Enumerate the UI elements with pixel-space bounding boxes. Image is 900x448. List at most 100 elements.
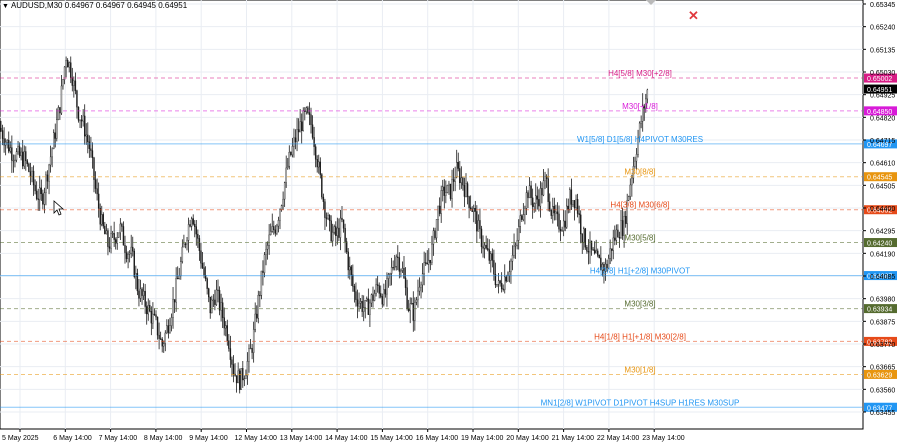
candle-body <box>640 121 642 124</box>
candle-body <box>248 348 250 362</box>
candle-body <box>378 285 380 294</box>
candle-body <box>282 198 284 206</box>
candle-body <box>90 148 92 151</box>
candle-body <box>251 347 253 353</box>
candle-body <box>87 134 89 143</box>
candle-body <box>201 263 204 268</box>
candle-body <box>82 115 84 122</box>
y-tick-label: 0.65030 <box>870 70 895 77</box>
candle-body <box>590 240 593 250</box>
candle-body <box>504 276 506 290</box>
candle-body <box>138 290 140 299</box>
candle-body <box>572 200 574 205</box>
candle-body <box>243 378 246 381</box>
candle-body <box>163 343 165 347</box>
candle-body <box>104 225 106 235</box>
candle-body <box>294 137 297 142</box>
candle-body <box>195 226 198 235</box>
candle-body <box>152 313 154 324</box>
candle-body <box>54 132 56 139</box>
candle-body <box>209 296 211 314</box>
candle-body <box>638 122 641 139</box>
x-tick-label: 21 May 14:00 <box>552 435 595 442</box>
candle-body <box>539 188 542 207</box>
chart-shift-marker-icon[interactable] <box>646 0 656 5</box>
candle-body <box>476 211 478 232</box>
candle-body <box>347 251 349 271</box>
candle-body <box>477 220 480 232</box>
y-tick-label: 0.63770 <box>870 342 895 349</box>
y-tick-label: 0.64715 <box>870 138 895 145</box>
y-tick-label: 0.65240 <box>870 25 895 32</box>
level-label: H4[5/8] M30[+2/8] <box>608 69 672 78</box>
candle-body <box>352 274 354 287</box>
candle-body <box>314 146 317 160</box>
candle-body <box>83 115 86 137</box>
candle-body <box>80 119 83 122</box>
y-tick-label: 0.64610 <box>870 161 895 168</box>
candle-body <box>607 258 610 269</box>
candle-body <box>580 214 582 235</box>
x-tick-label: 6 May 14:00 <box>53 435 92 442</box>
x-tick-label: 13 May 14:00 <box>280 435 323 442</box>
candle-body <box>76 90 78 108</box>
candle-body <box>332 231 334 242</box>
level-label: MN1[2/8] W1PIVOT D1PIVOT H4SUP H1RES M30… <box>541 398 740 407</box>
level-price-text: 0.64240 <box>867 241 892 248</box>
candle-body <box>135 273 137 277</box>
level-label: H4[2/8] H1[+2/8] M30PIVOT <box>590 267 690 276</box>
candle-body <box>124 245 126 253</box>
candle-body <box>425 262 427 264</box>
candle-body <box>288 151 290 167</box>
symbol-header[interactable]: ▼ AUDUSD,M30 0.64967 0.64967 0.64945 0.64… <box>2 1 187 10</box>
candle-body <box>46 174 49 182</box>
candle-body <box>62 79 64 87</box>
candle-body <box>180 261 182 277</box>
candle-body <box>358 302 360 307</box>
level-label: H4[1/8] H1[+1/8] M30[2/8] <box>594 332 686 341</box>
level-price-badge <box>864 139 897 149</box>
level-price-text: 0.64545 <box>867 175 892 182</box>
candle-body <box>575 199 577 209</box>
candle-body <box>620 220 622 238</box>
symbol-timeframe: AUDUSD,M30 <box>10 1 63 10</box>
candle-body <box>502 288 504 290</box>
candle-body <box>11 147 13 161</box>
candle-body <box>105 230 108 235</box>
candle-body <box>635 154 638 162</box>
candle-body <box>556 211 559 215</box>
x-tick-label: 12 May 14:00 <box>235 435 278 442</box>
candle-body <box>56 119 58 139</box>
candle-body <box>629 184 631 197</box>
triangle-down-icon[interactable]: ▼ <box>2 3 9 10</box>
candle-body <box>260 270 263 296</box>
level-price-badge <box>864 238 897 248</box>
candle-body <box>333 226 335 233</box>
candle-body <box>465 183 467 197</box>
candle-body <box>617 229 619 238</box>
candle-body <box>223 317 225 329</box>
candle-body <box>271 226 273 232</box>
candle-body <box>1 130 4 139</box>
y-tick-label: 0.63665 <box>870 365 895 372</box>
candle-body <box>3 138 5 146</box>
candle-body <box>215 289 218 305</box>
candle-body <box>65 60 67 68</box>
candle-body <box>127 254 129 259</box>
candle-body <box>217 289 219 291</box>
candle-body <box>25 151 27 162</box>
candle-body <box>566 205 568 228</box>
candle-body <box>187 224 190 241</box>
candle-body <box>524 208 526 215</box>
candle-body <box>91 150 94 159</box>
candle-body <box>511 254 514 262</box>
candle-body <box>35 190 38 199</box>
candle-body <box>443 186 445 196</box>
close-x-icon[interactable]: ✕ <box>688 8 699 23</box>
candle-body <box>586 247 588 252</box>
level-price-text: 0.65002 <box>867 76 892 83</box>
candle-body <box>279 209 281 221</box>
candle-body <box>624 216 627 224</box>
candle-body <box>407 308 410 311</box>
